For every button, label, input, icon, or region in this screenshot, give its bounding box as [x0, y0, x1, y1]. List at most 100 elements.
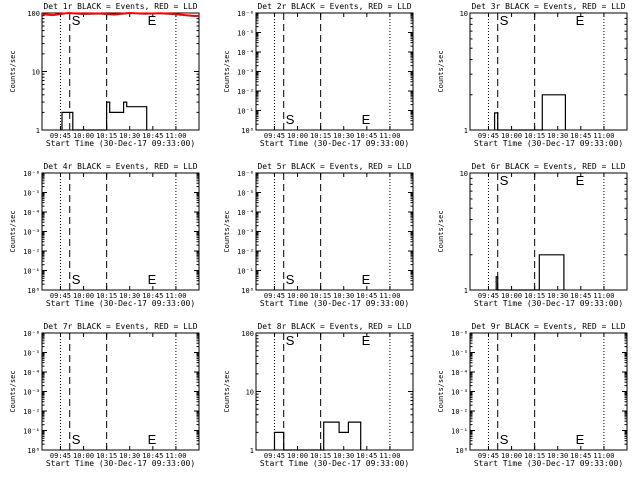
- x-tick-label: 09:45: [50, 452, 71, 460]
- x-tick-label: 10:15: [310, 132, 331, 140]
- y-axis-title: Counts/sec: [223, 210, 231, 252]
- y-tick-label: 10⁻³: [23, 229, 40, 237]
- panel-title: Det 4r BLACK = Events, RED = LLD: [43, 162, 197, 171]
- x-tick-label: 10:45: [570, 452, 591, 460]
- x-axis-title: Start Time (30-Dec-17 09:33:00): [474, 299, 623, 308]
- x-axis-title: Start Time (30-Dec-17 09:33:00): [260, 139, 409, 148]
- y-tick-label: 10⁻⁵: [451, 350, 468, 358]
- plot-frame: [469, 172, 628, 291]
- y-tick-label: 10⁻³: [451, 389, 468, 397]
- x-tick-label: 10:00: [73, 132, 94, 140]
- y-tick-label: 1: [36, 127, 40, 135]
- start-marker-label: S: [500, 173, 509, 188]
- x-axis-title: Start Time (30-Dec-17 09:33:00): [46, 139, 195, 148]
- x-tick-label: 10:00: [501, 452, 522, 460]
- x-tick-label: 10:15: [310, 292, 331, 300]
- x-tick-label: 10:30: [333, 292, 354, 300]
- y-tick-label: 10⁻⁴: [23, 369, 40, 377]
- y-tick-label: 10: [32, 69, 40, 77]
- end-marker-label: E: [576, 432, 585, 447]
- x-tick-label: 11:00: [593, 292, 614, 300]
- y-tick-label: 10⁻³: [23, 389, 40, 397]
- y-tick-label: 10⁻²: [237, 248, 254, 256]
- y-tick-label: 1: [464, 127, 468, 135]
- y-axis-title: Counts/sec: [9, 210, 17, 252]
- series-events: [494, 94, 567, 131]
- plot-frame: [469, 12, 628, 131]
- panel-title: Det 5r BLACK = Events, RED = LLD: [257, 162, 411, 171]
- x-tick-label: 10:15: [96, 452, 117, 460]
- x-tick-label: 10:15: [524, 452, 545, 460]
- x-tick-label: 10:00: [287, 132, 308, 140]
- panel-title: Det 6r BLACK = Events, RED = LLD: [471, 162, 625, 171]
- start-marker-label: S: [500, 13, 509, 28]
- y-tick-label: 10⁻⁴: [237, 49, 254, 57]
- x-tick-label: 10:45: [142, 452, 163, 460]
- y-tick-label: 10⁻²: [237, 88, 254, 96]
- y-tick-label: 100: [241, 330, 254, 338]
- x-tick-label: 09:45: [50, 292, 71, 300]
- panel-title: Det 9r BLACK = Events, RED = LLD: [471, 322, 625, 331]
- x-tick-label: 10:00: [501, 132, 522, 140]
- x-tick-label: 10:00: [287, 292, 308, 300]
- x-tick-label: 10:00: [501, 292, 522, 300]
- y-tick-label: 10⁻⁶: [237, 170, 254, 178]
- x-tick-label: 09:45: [264, 292, 285, 300]
- y-tick-label: 10: [246, 389, 254, 397]
- x-tick-label: 10:30: [119, 452, 140, 460]
- x-tick-label: 10:45: [142, 132, 163, 140]
- start-marker-label: S: [72, 432, 81, 447]
- y-tick-label: 10⁻⁶: [237, 10, 254, 18]
- end-marker-label: E: [148, 13, 157, 28]
- x-tick-label: 10:30: [333, 452, 354, 460]
- x-tick-label: 10:30: [333, 132, 354, 140]
- y-tick-label: 10⁻⁴: [237, 209, 254, 217]
- y-tick-label: 10⁻⁴: [451, 369, 468, 377]
- y-tick-label: 10⁻⁶: [23, 330, 40, 338]
- y-tick-label: 10⁻⁶: [451, 330, 468, 338]
- x-tick-label: 09:45: [50, 132, 71, 140]
- x-tick-label: 10:45: [570, 132, 591, 140]
- x-tick-label: 11:00: [165, 452, 186, 460]
- x-tick-label: 10:15: [524, 132, 545, 140]
- panel-title: Det 2r BLACK = Events, RED = LLD: [257, 2, 411, 11]
- y-tick-label: 10⁻¹: [451, 428, 468, 436]
- y-tick-label: 10⁰: [27, 287, 40, 295]
- x-tick-label: 09:45: [264, 452, 285, 460]
- x-tick-label: 10:15: [524, 292, 545, 300]
- series-events: [273, 421, 362, 451]
- y-tick-label: 10⁰: [241, 127, 254, 135]
- x-axis-title: Start Time (30-Dec-17 09:33:00): [46, 459, 195, 468]
- x-tick-label: 09:45: [478, 132, 499, 140]
- y-axis-title: Counts/sec: [223, 50, 231, 92]
- start-marker-label: S: [72, 13, 81, 28]
- x-axis-title: Start Time (30-Dec-17 09:33:00): [474, 139, 623, 148]
- x-tick-label: 10:15: [310, 452, 331, 460]
- y-tick-label: 10⁻¹: [23, 428, 40, 436]
- x-axis-title: Start Time (30-Dec-17 09:33:00): [474, 459, 623, 468]
- x-axis-title: Start Time (30-Dec-17 09:33:00): [46, 299, 195, 308]
- y-tick-label: 10⁻¹: [237, 108, 254, 116]
- y-tick-label: 10⁻²: [23, 408, 40, 416]
- panel-title: Det 7r BLACK = Events, RED = LLD: [43, 322, 197, 331]
- x-tick-label: 10:30: [547, 452, 568, 460]
- x-tick-label: 09:45: [478, 452, 499, 460]
- end-marker-label: E: [148, 272, 157, 287]
- y-tick-label: 10⁰: [455, 447, 468, 455]
- end-marker-label: E: [362, 333, 371, 348]
- start-marker-label: S: [286, 333, 295, 348]
- x-axis-title: Start Time (30-Dec-17 09:33:00): [260, 459, 409, 468]
- y-tick-label: 1: [464, 287, 468, 295]
- x-tick-label: 11:00: [379, 452, 400, 460]
- x-tick-label: 11:00: [593, 452, 614, 460]
- x-tick-label: 11:00: [593, 132, 614, 140]
- y-tick-label: 10⁻²: [451, 408, 468, 416]
- series-lld: [41, 11, 200, 18]
- y-tick-label: 10⁻³: [237, 229, 254, 237]
- y-tick-label: 10⁻¹: [23, 268, 40, 276]
